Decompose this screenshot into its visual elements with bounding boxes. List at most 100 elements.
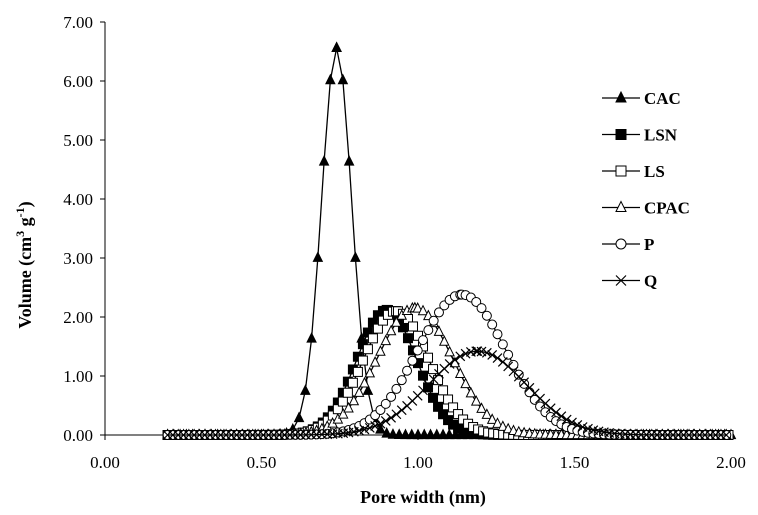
data-point: [460, 377, 471, 389]
data-point: [472, 346, 483, 357]
data-point: [433, 325, 445, 336]
data-point: [367, 317, 378, 328]
legend-item-p: P: [602, 235, 654, 254]
data-point: [393, 428, 405, 440]
data-point: [367, 333, 378, 344]
legend-label: LSN: [644, 126, 678, 145]
data-point: [486, 413, 498, 424]
legend-marker: [615, 200, 627, 212]
data-point: [433, 401, 444, 412]
data-point: [343, 154, 355, 166]
data-point: [331, 41, 342, 53]
y-axis-title-sup2: -1: [13, 207, 27, 217]
x-axis-title: Pore width (nm): [360, 487, 486, 508]
data-point: [364, 422, 375, 433]
data-point: [497, 420, 509, 431]
data-point: [438, 409, 449, 420]
legend-item-lsn: LSN: [602, 126, 678, 145]
data-point: [357, 339, 368, 350]
data-point: [402, 365, 413, 376]
data-point: [487, 350, 498, 360]
axes: 0.00 1.00 2.00 3.00 4.00 5.00 6.00 7.00 0.00 0.50…: [63, 13, 746, 472]
data-point: [377, 315, 388, 326]
data-point: [425, 428, 436, 440]
data-point: [325, 73, 336, 85]
data-point: [450, 354, 460, 365]
data-point: [438, 385, 449, 396]
y-axis-title: Volume (cm3 g-1): [13, 201, 36, 328]
data-point: [577, 422, 588, 432]
data-point: [293, 411, 305, 423]
data-point: [470, 395, 482, 406]
data-point: [306, 331, 317, 343]
data-point: [450, 428, 461, 440]
data-point: [443, 428, 455, 440]
data-point: [312, 251, 324, 262]
x-tick-label: 1.50: [560, 453, 590, 472]
data-point: [418, 335, 429, 346]
data-point: [418, 428, 430, 440]
data-point: [448, 402, 459, 413]
legend-label: CAC: [644, 89, 681, 108]
data-point: [460, 348, 471, 359]
data-point: [380, 334, 392, 346]
data-point: [481, 408, 493, 419]
data-point: [481, 347, 492, 358]
legend-marker: [615, 165, 627, 177]
data-point: [380, 416, 391, 426]
data-point: [370, 421, 381, 431]
data-point: [433, 307, 444, 318]
data-point: [453, 409, 464, 420]
data-point: [497, 339, 508, 350]
data-point: [396, 405, 407, 416]
data-point: [417, 304, 429, 316]
data-point: [357, 355, 368, 366]
data-point: [437, 428, 449, 440]
data-point: [396, 375, 407, 386]
data-point: [481, 310, 492, 321]
data-point: [476, 303, 487, 314]
y-axis-title-main: Volume (cm: [15, 237, 36, 329]
data-point: [492, 353, 503, 363]
y-tick-label: 6.00: [63, 72, 93, 91]
data-point: [444, 359, 455, 369]
data-point: [407, 321, 418, 332]
series-layer: [162, 41, 737, 440]
data-point: [347, 377, 358, 388]
data-point: [492, 329, 503, 340]
data-point: [300, 384, 311, 395]
data-point: [343, 401, 354, 413]
data-point: [561, 414, 572, 425]
data-point: [412, 428, 424, 440]
legend-item-q: Q: [602, 272, 657, 291]
data-point: [397, 322, 408, 333]
data-point: [353, 386, 365, 397]
data-point: [348, 394, 360, 406]
data-point: [438, 335, 450, 346]
y-tick-label: 7.00: [63, 13, 93, 32]
legend-item-ls: LS: [602, 162, 665, 181]
data-point: [385, 324, 397, 336]
data-point: [391, 409, 402, 420]
data-point: [386, 412, 397, 423]
legend-item-cac: CAC: [602, 89, 681, 108]
legend-item-cpac: CPAC: [602, 199, 690, 218]
data-point: [350, 251, 361, 262]
data-point: [369, 356, 381, 367]
data-point: [337, 396, 348, 407]
data-point: [572, 419, 583, 430]
data-point: [380, 398, 391, 409]
data-point: [502, 422, 514, 434]
legend-marker: [615, 275, 627, 286]
data-point: [455, 351, 466, 362]
data-point: [359, 424, 370, 435]
data-point: [431, 428, 443, 440]
data-point: [556, 411, 567, 422]
y-axis-title-sup1: 3: [13, 231, 27, 237]
legend-label: Q: [644, 272, 657, 291]
data-point: [359, 376, 370, 388]
data-point: [406, 428, 418, 440]
data-point: [428, 392, 439, 403]
data-point: [423, 352, 434, 363]
